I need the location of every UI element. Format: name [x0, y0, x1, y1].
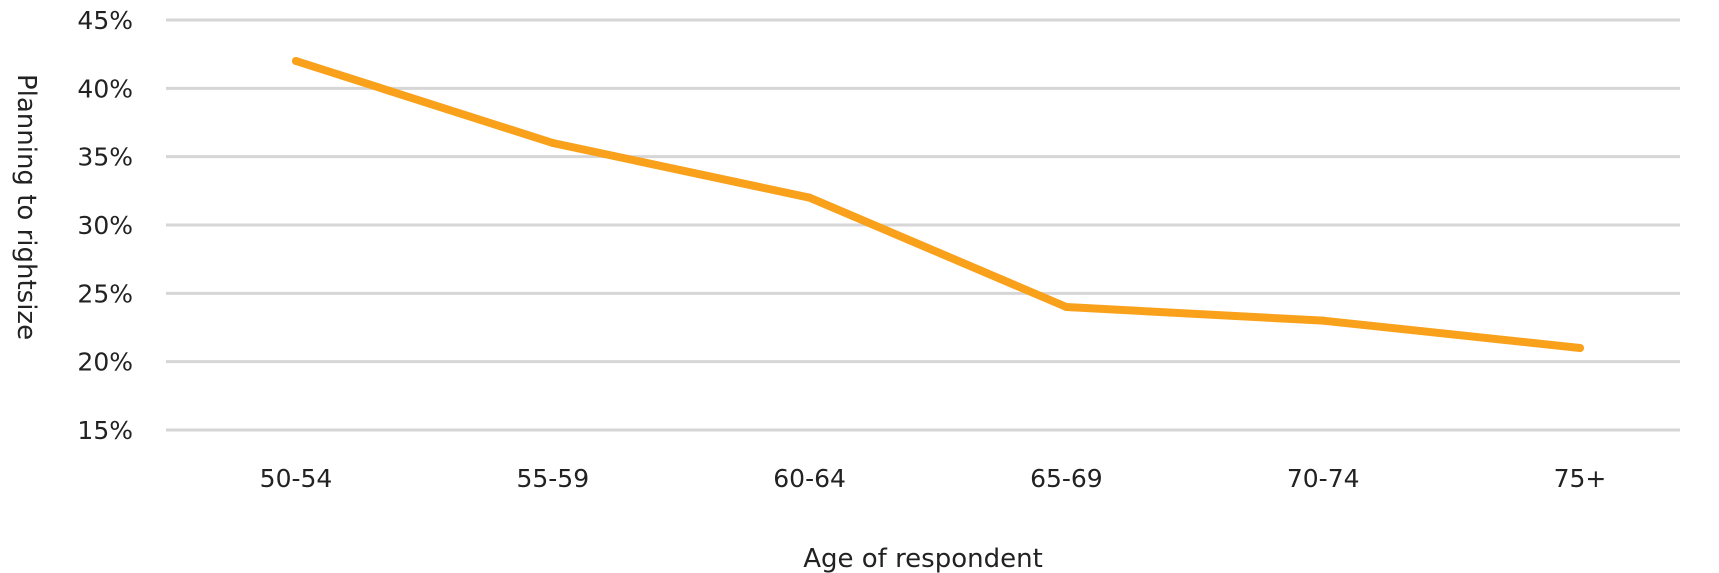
- x-tick-label: 65-69: [1030, 464, 1103, 493]
- data-point: [1062, 303, 1071, 311]
- series-layer: [292, 57, 1584, 352]
- data-point: [292, 57, 300, 65]
- y-tick-label: 45%: [77, 6, 133, 35]
- data-point: [1576, 344, 1584, 352]
- data-point: [548, 139, 557, 147]
- y-tick-label: 35%: [77, 143, 133, 172]
- x-tick-label: 75+: [1554, 464, 1607, 493]
- x-axis-ticks: 50-54 55-59 60-64 65-69 70-74 75+: [260, 464, 1607, 493]
- x-tick-label: 55-59: [516, 464, 589, 493]
- x-tick-label: 50-54: [260, 464, 333, 493]
- y-tick-label: 20%: [77, 348, 133, 377]
- y-tick-label: 40%: [77, 74, 133, 103]
- x-tick-label: 60-64: [773, 464, 846, 493]
- data-point: [1319, 316, 1328, 325]
- y-tick-label: 30%: [77, 211, 133, 240]
- y-tick-label: 25%: [77, 279, 133, 308]
- y-axis-ticks: 15% 20% 25% 30% 35% 40% 45%: [77, 6, 133, 445]
- gridlines: [166, 18, 1680, 432]
- y-axis-title: Planning to rightsize: [11, 74, 41, 340]
- data-point: [805, 193, 814, 202]
- x-axis-title: Age of respondent: [803, 544, 1043, 573]
- x-tick-label: 70-74: [1287, 464, 1360, 493]
- series-line: [292, 57, 1584, 352]
- y-tick-label: 15%: [77, 416, 133, 445]
